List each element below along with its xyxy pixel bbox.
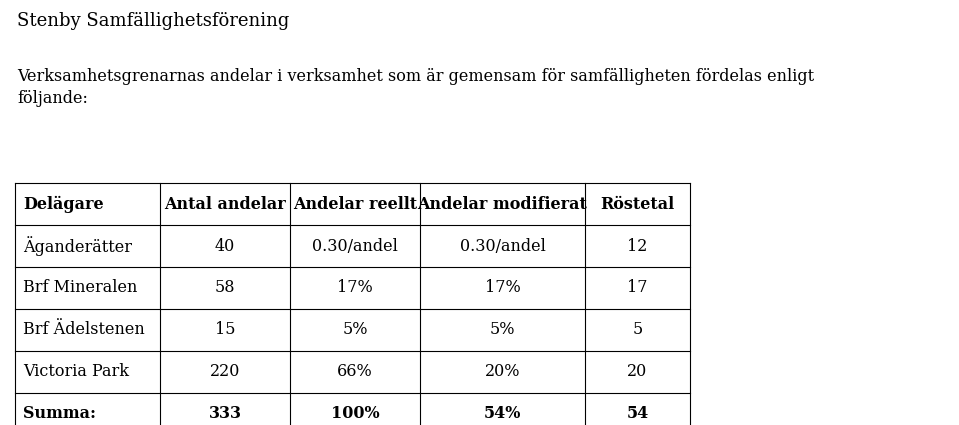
Text: 17%: 17% xyxy=(484,280,521,297)
Text: Andelar modifierat: Andelar modifierat xyxy=(417,196,588,212)
Text: 17: 17 xyxy=(627,280,647,297)
Text: 5%: 5% xyxy=(490,321,515,338)
Text: Delägare: Delägare xyxy=(23,196,104,212)
Text: 40: 40 xyxy=(215,238,235,255)
Text: 0.30/andel: 0.30/andel xyxy=(312,238,398,255)
Text: 58: 58 xyxy=(215,280,235,297)
Text: 15: 15 xyxy=(215,321,235,338)
Text: 100%: 100% xyxy=(331,405,380,422)
Text: Verksamhetsgrenarnas andelar i verksamhet som är gemensam för samfälligheten för: Verksamhetsgrenarnas andelar i verksamhe… xyxy=(17,68,814,107)
Text: 220: 220 xyxy=(210,363,240,380)
Text: Victoria Park: Victoria Park xyxy=(23,363,129,380)
Text: Summa:: Summa: xyxy=(23,405,96,422)
Text: 20: 20 xyxy=(627,363,647,380)
Text: Äganderätter: Äganderätter xyxy=(23,236,132,256)
Text: Brf Mineralen: Brf Mineralen xyxy=(23,280,137,297)
Text: Stenby Samfällighetsförening: Stenby Samfällighetsförening xyxy=(17,12,290,30)
Text: 17%: 17% xyxy=(338,280,373,297)
Text: 333: 333 xyxy=(208,405,242,422)
Text: Röstetal: Röstetal xyxy=(600,196,674,212)
Text: 66%: 66% xyxy=(338,363,373,380)
Text: Antal andelar: Antal andelar xyxy=(164,196,286,212)
Text: 20%: 20% xyxy=(484,363,520,380)
Text: 12: 12 xyxy=(627,238,647,255)
Text: 0.30/andel: 0.30/andel xyxy=(459,238,546,255)
Text: 54: 54 xyxy=(626,405,648,422)
Text: Andelar reellt: Andelar reellt xyxy=(292,196,417,212)
Text: 5%: 5% xyxy=(342,321,367,338)
Text: Brf Ädelstenen: Brf Ädelstenen xyxy=(23,321,145,338)
Text: 54%: 54% xyxy=(483,405,521,422)
Text: 5: 5 xyxy=(632,321,643,338)
